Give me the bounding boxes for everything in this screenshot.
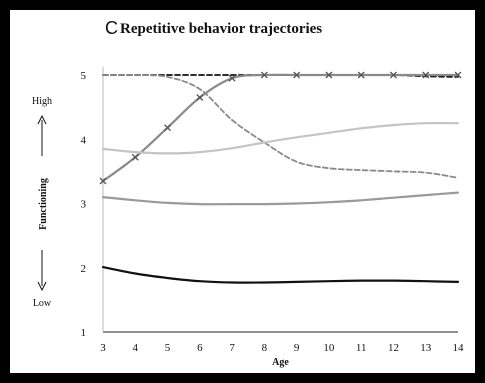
- direction-arrows: [37, 114, 47, 292]
- series-line-3: [101, 73, 460, 183]
- y-low-label: Low: [33, 298, 52, 309]
- x-tick-label: 10: [323, 342, 335, 354]
- trajectory-chart: C Repetitive behavior trajectories 12345…: [32, 18, 465, 368]
- series-line-5: [101, 191, 460, 206]
- up-arrow-head: [37, 114, 47, 125]
- x-tick-label: 3: [100, 342, 106, 354]
- x-tick-label: 9: [294, 342, 300, 354]
- y-axis-label: Functioning: [38, 178, 49, 230]
- x-tick-label: 13: [420, 342, 432, 354]
- series-3-x-marker: [389, 71, 397, 79]
- x-tick-label: 5: [165, 342, 171, 354]
- panel-letter: C: [105, 18, 118, 38]
- series-3-x-marker: [228, 74, 236, 82]
- x-tick-label: 8: [262, 342, 268, 354]
- series-3-x-marker: [454, 71, 462, 79]
- series-3-x-marker: [260, 71, 268, 79]
- x-tick-label: 14: [453, 342, 465, 354]
- series-3-x-marker: [196, 94, 204, 101]
- x-tick-label: 4: [133, 342, 139, 354]
- series-line-2: [102, 73, 459, 179]
- y-tick-label: 1: [81, 327, 87, 339]
- series-3-x-marker: [293, 71, 301, 79]
- y-tick-label: 2: [81, 263, 87, 275]
- down-arrow-head: [37, 281, 47, 292]
- series-3-x-marker: [131, 153, 139, 161]
- series-3-x-marker: [357, 71, 365, 79]
- y-high-label: High: [32, 96, 52, 107]
- x-axis-label: Age: [272, 357, 289, 368]
- series-line-4: [101, 121, 460, 155]
- series-line-6: [101, 266, 460, 284]
- y-tick-label: 3: [81, 199, 87, 211]
- axes: [102, 67, 458, 333]
- x-tick-label: 11: [356, 342, 367, 354]
- y-tick-label: 5: [81, 70, 87, 82]
- y-tick-label: 4: [81, 134, 87, 146]
- series-3-x-marker: [99, 177, 107, 185]
- series-3-x-marker: [325, 71, 333, 79]
- x-tick-label: 6: [197, 342, 203, 354]
- x-tick-label: 7: [229, 342, 235, 354]
- x-tick-label: 12: [388, 342, 399, 354]
- chart-title: Repetitive behavior trajectories: [120, 21, 322, 37]
- series-3-x-marker: [164, 124, 172, 132]
- series-group: [99, 71, 462, 284]
- series-3-x-marker: [422, 71, 430, 79]
